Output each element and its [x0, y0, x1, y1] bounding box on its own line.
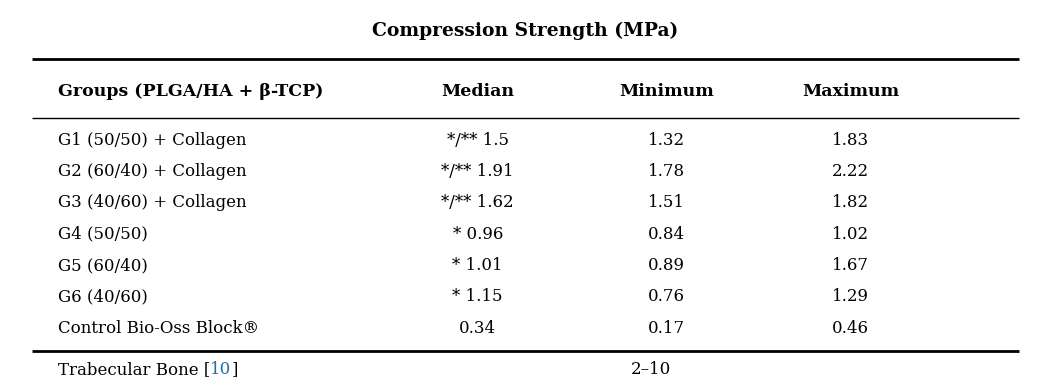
Text: 1.78: 1.78	[648, 163, 686, 180]
Text: */** 1.5: */** 1.5	[446, 132, 509, 149]
Text: * 1.01: * 1.01	[453, 257, 503, 274]
Text: G2 (60/40) + Collagen: G2 (60/40) + Collagen	[58, 163, 247, 180]
Text: 0.46: 0.46	[832, 320, 869, 337]
Text: ]: ]	[231, 361, 237, 378]
Text: Control Bio-Oss Block®: Control Bio-Oss Block®	[58, 320, 259, 337]
Text: G3 (40/60) + Collagen: G3 (40/60) + Collagen	[58, 194, 247, 211]
Text: Minimum: Minimum	[620, 83, 714, 100]
Text: G6 (40/60): G6 (40/60)	[58, 288, 148, 305]
Text: 0.89: 0.89	[648, 257, 686, 274]
Text: 0.76: 0.76	[648, 288, 686, 305]
Text: 1.02: 1.02	[832, 226, 869, 243]
Text: G1 (50/50) + Collagen: G1 (50/50) + Collagen	[58, 132, 247, 149]
Text: G5 (60/40): G5 (60/40)	[58, 257, 148, 274]
Text: 1.29: 1.29	[832, 288, 869, 305]
Text: * 1.15: * 1.15	[453, 288, 503, 305]
Text: Trabecular Bone [: Trabecular Bone [	[58, 361, 210, 378]
Text: */** 1.62: */** 1.62	[441, 194, 514, 211]
Text: 1.82: 1.82	[832, 194, 869, 211]
Text: 1.32: 1.32	[648, 132, 686, 149]
Text: 0.17: 0.17	[648, 320, 686, 337]
Text: Compression Strength (MPa): Compression Strength (MPa)	[372, 21, 678, 40]
Text: 2–10: 2–10	[631, 361, 671, 378]
Text: 1.51: 1.51	[648, 194, 686, 211]
Text: G4 (50/50): G4 (50/50)	[58, 226, 148, 243]
Text: 1.83: 1.83	[832, 132, 869, 149]
Text: 10: 10	[210, 361, 231, 378]
Text: Maximum: Maximum	[802, 83, 899, 100]
Text: Median: Median	[441, 83, 514, 100]
Text: 1.67: 1.67	[832, 257, 869, 274]
Text: 2.22: 2.22	[832, 163, 869, 180]
Text: 0.34: 0.34	[459, 320, 497, 337]
Text: */** 1.91: */** 1.91	[441, 163, 514, 180]
Text: Groups (PLGA/HA + β-TCP): Groups (PLGA/HA + β-TCP)	[58, 83, 323, 100]
Text: 0.84: 0.84	[648, 226, 686, 243]
Text: * 0.96: * 0.96	[453, 226, 503, 243]
